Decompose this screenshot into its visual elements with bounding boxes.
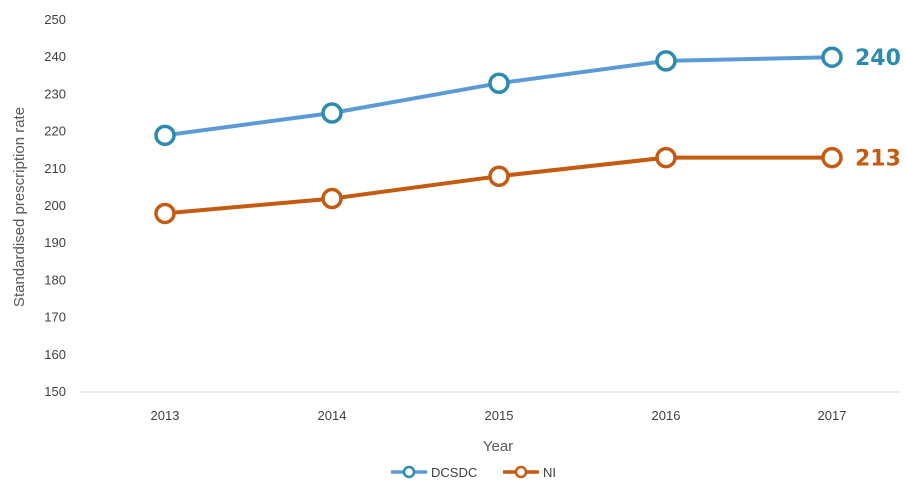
y-tick-label: 200 [44,198,66,213]
data-point [321,102,343,124]
legend-item-dcsdc: DCSDC [391,465,477,480]
data-point [821,146,843,169]
end-value-label: 240 [855,46,901,71]
legend: DCSDC NI [391,465,556,480]
legend-label: NI [543,465,556,480]
data-point [488,165,510,187]
y-tick-label: 170 [44,310,66,325]
x-tick-label: 2014 [318,408,347,423]
data-point [321,187,343,210]
legend-marker [514,465,528,479]
x-tick-label: 2015 [485,408,514,423]
y-tick-label: 150 [44,384,66,399]
y-tick-label: 180 [44,272,66,287]
x-tick-label: 2017 [818,408,847,423]
y-tick-label: 240 [44,49,66,64]
data-point [821,46,843,68]
data-point [154,202,176,225]
y-axis-ticks: 150 160 170 180 190 200 210 220 230 240 250 [44,12,66,399]
y-axis-title: Standardised prescription rate [11,107,28,307]
data-point [488,72,510,94]
x-tick-label: 2013 [151,408,180,423]
x-axis-ticks: 2013 2014 2015 2016 2017 [151,408,847,423]
data-point [154,124,176,147]
end-value-label: 213 [855,147,901,172]
data-point [655,50,677,72]
x-axis-title: Year [483,438,513,455]
y-tick-label: 190 [44,235,66,250]
y-tick-label: 210 [44,161,66,176]
legend-label: DCSDC [431,465,477,480]
y-tick-label: 230 [44,86,66,101]
series-line [163,55,834,138]
series-layer: 240 213 [154,46,901,225]
y-tick-label: 160 [44,347,66,362]
series-ni: 213 [154,146,901,225]
y-tick-label: 220 [44,124,66,139]
y-tick-label: 250 [44,12,66,27]
series-dcsdc: 240 [154,46,901,147]
legend-marker [402,465,416,479]
legend-item-ni: NI [503,465,556,480]
data-point [655,146,677,169]
x-tick-label: 2016 [652,408,681,423]
